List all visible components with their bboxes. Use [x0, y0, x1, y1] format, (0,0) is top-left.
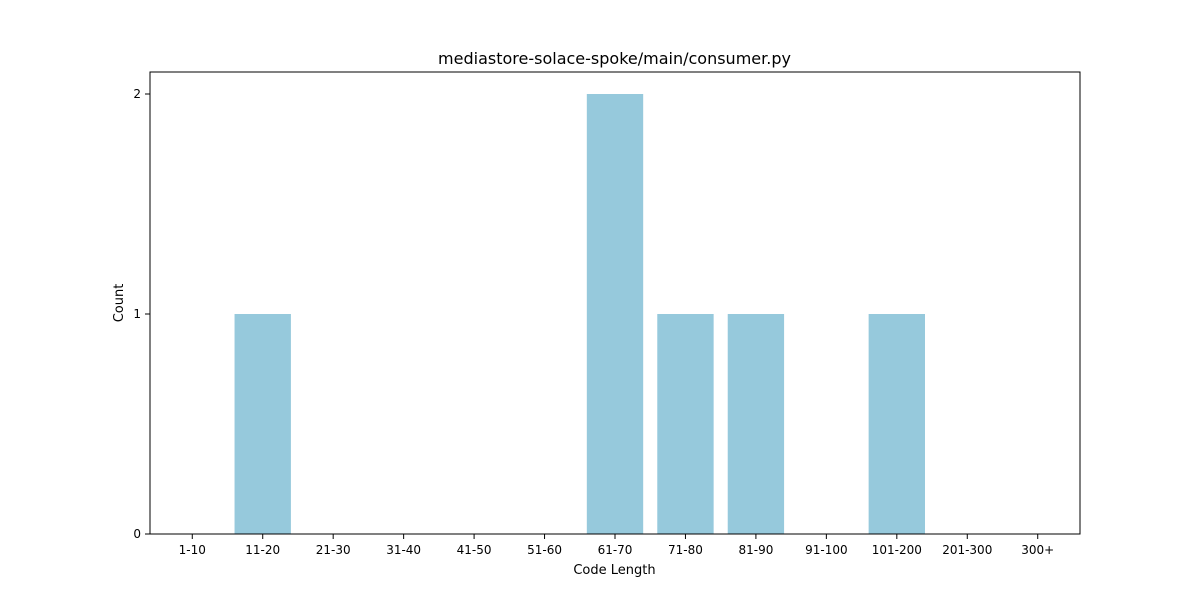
bar-61-70 — [586, 94, 644, 534]
bar-101-200 — [868, 314, 925, 534]
x-tick-label: 41-50 — [457, 543, 492, 557]
x-tick-label: 1-10 — [179, 543, 206, 557]
chart-title: mediastore-solace-spoke/main/consumer.py — [438, 49, 791, 68]
x-tick-label: 71-80 — [668, 543, 703, 557]
x-tick-label: 81-90 — [738, 543, 773, 557]
bar-11-20 — [234, 314, 291, 534]
x-tick-label: 61-70 — [598, 543, 633, 557]
y-axis-label: Count — [112, 284, 127, 323]
bar-81-90 — [727, 314, 785, 534]
x-tick-label: 201-300 — [942, 543, 992, 557]
y-tick-label: 1 — [133, 307, 141, 321]
y-axis-ticks: 0 1 2 — [133, 87, 150, 541]
x-tick-label: 31-40 — [386, 543, 421, 557]
x-tick-label: 51-60 — [527, 543, 562, 557]
x-tick-label: 91-100 — [805, 543, 848, 557]
y-tick-label: 2 — [133, 87, 141, 101]
x-tick-label: 11-20 — [245, 543, 280, 557]
x-axis-label: Code Length — [573, 563, 655, 578]
bars-group — [234, 94, 925, 534]
x-tick-label: 101-200 — [872, 543, 922, 557]
y-tick-label: 0 — [133, 527, 141, 541]
x-tick-label: 21-30 — [316, 543, 351, 557]
x-axis-ticks: 1-10 11-20 21-30 31-40 41-50 51-60 61-70 71-80 8… — [179, 534, 1054, 557]
x-tick-label: 300+ — [1021, 543, 1054, 557]
bar-71-80 — [657, 314, 714, 534]
plot-frame — [149, 71, 1081, 535]
